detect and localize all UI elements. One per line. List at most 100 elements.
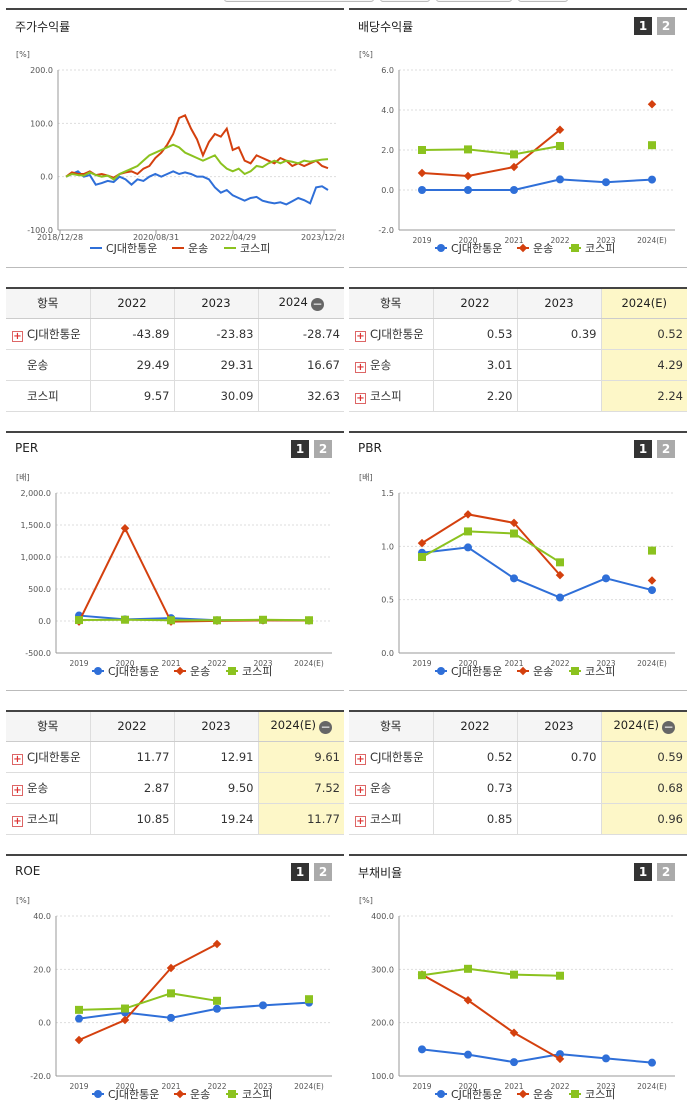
row-label: 운송 [27,357,49,372]
legend-label: 코스피 [242,665,272,678]
x-tick-label: 2019 [412,659,431,668]
expand-icon[interactable]: + [355,392,366,404]
row-label: 운송 [370,357,392,372]
toggle-button-1[interactable]: 1 [634,863,652,881]
data-point [648,1058,656,1067]
data-point [510,150,518,159]
legend-label: 운송 [533,242,553,255]
expand-icon[interactable]: + [355,815,366,827]
toggle-button-2[interactable]: 2 [314,440,332,458]
expand-icon[interactable]: + [355,753,366,765]
top-tab[interactable] [518,0,568,2]
toggle-button-2[interactable]: 2 [314,863,332,881]
top-tab[interactable] [224,0,374,2]
data-point [518,666,528,676]
x-tick-label: 2022 [550,659,569,668]
pbr-table: 항목 2022 2023 2024(E) − + CJ대한통운 0.52 0.70 0.59 + 운송… [349,710,687,835]
table-cell: 0.59 [601,741,687,773]
unit-label: [배] [359,473,373,482]
column-header: 항목 [6,711,91,742]
legend-label: 코스피 [585,665,615,678]
x-tick-label: 2020 [458,236,477,245]
column-header: 2024(E) [601,288,687,319]
data-point [418,186,426,194]
x-tick-label: 2021 [504,236,523,245]
panel-title: 부채비율 [358,866,403,880]
table-cell: -43.89 [90,318,175,350]
column-header: 2024− [258,288,344,319]
toggle-button-2[interactable]: 2 [657,17,675,35]
y-tick-label: 40.0 [33,912,51,921]
series-line [422,178,653,191]
series-line [65,170,329,206]
legend-label: CJ대한통운 [108,665,159,678]
column-header: 2023 [174,711,259,742]
series-line [65,143,329,181]
toggle-button-1[interactable]: 1 [291,440,309,458]
x-tick-label: 2021 [504,1082,523,1091]
column-header: 항목 [349,288,434,319]
table-row: 운송 29.49 29.31 16.67 [6,349,344,381]
legend-label: 운송 [188,242,208,255]
legend-label: 코스피 [240,242,270,255]
dividend-yield-chart: [%] 6.0 4.0 2.0 0.0 -2.0 2019 2020 2021 2022 2023 2… [359,50,675,255]
data-point [510,186,518,194]
y-tick-label: 200.0 [30,66,53,75]
collapse-icon[interactable]: − [662,720,675,735]
toggle-button-1[interactable]: 1 [634,440,652,458]
toggle-button-1[interactable]: 1 [634,17,652,35]
toggle-button-2[interactable]: 2 [657,440,675,458]
row-label: 운송 [370,780,392,795]
toggle-button-1[interactable]: 1 [291,863,309,881]
panel-title: 배당수익률 [358,20,414,34]
top-tab[interactable] [436,0,512,2]
data-point [418,971,426,980]
data-point [464,527,472,536]
data-point [648,546,656,555]
table-cell: 16.67 [258,349,344,381]
row-label: CJ대한통운 [27,326,81,341]
series-line [421,129,561,178]
table-cell: 2.24 [601,380,687,412]
expand-icon[interactable]: + [12,330,23,342]
panel-title: ROE [15,864,41,878]
legend-label: 운송 [190,1088,210,1101]
panel-title: PBR [358,441,382,455]
table-cell: 0.39 [517,318,602,350]
expand-icon[interactable]: + [12,815,23,827]
expand-icon[interactable]: + [12,784,23,796]
toggle-button-2[interactable]: 2 [657,863,675,881]
x-tick-label: 2018/12/28 [37,233,83,242]
row-label: CJ대한통운 [370,749,424,764]
y-tick-label: 0.0 [381,649,394,658]
top-tab[interactable] [380,0,430,2]
series-cj [75,611,313,625]
y-tick-label: 1,500.0 [20,521,51,530]
x-tick-label: 2021 [161,1082,180,1091]
legend-label: CJ대한통운 [106,242,157,255]
data-point [228,1090,236,1098]
series-line [421,530,561,564]
series-cj [75,998,313,1023]
data-point [418,1045,426,1054]
legend-label: CJ대한통운 [108,1088,159,1101]
table-cell: 3.01 [433,349,518,381]
data-point [463,510,473,519]
data-point [75,616,83,625]
y-tick-label: 1.0 [381,542,394,551]
table-cell: 11.77 [90,741,175,773]
expand-icon[interactable]: + [12,753,23,765]
per-panel: PER 1 2 [배] 2,000.0 1,500.0 1,000.0 500.0 0.0… [6,431,344,691]
expand-icon[interactable]: + [355,784,366,796]
collapse-icon[interactable]: − [319,720,332,735]
expand-icon[interactable]: + [355,330,366,342]
dividend-yield-panel: 배당수익률 1 2 [%] 6.0 4.0 2.0 0.0 -2.0 2019 2020 202… [349,8,687,268]
expand-icon[interactable]: + [355,361,366,373]
table-cell: 19.24 [174,803,259,835]
y-tick-label: 300.0 [371,965,394,974]
column-header: 2022 [90,711,175,742]
column-header: 2022 [433,288,518,319]
collapse-icon[interactable]: − [310,297,324,312]
series-kospi [75,615,313,625]
